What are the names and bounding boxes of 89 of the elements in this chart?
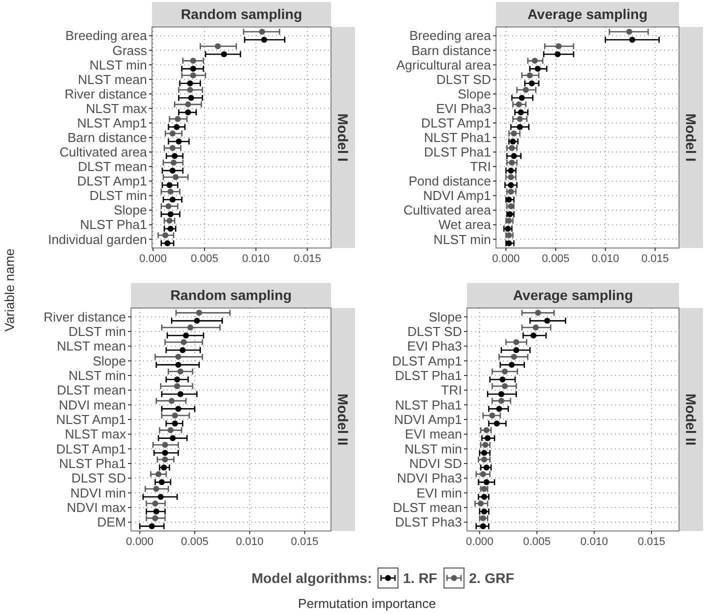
legend-label: 2. GRF bbox=[469, 570, 515, 586]
y-tick-label: DEM bbox=[97, 514, 126, 530]
y-tick-label: NLST Pha1 bbox=[395, 397, 462, 412]
y-tick-label: DLST SD bbox=[407, 324, 462, 339]
y-tick-label: Slope bbox=[458, 86, 491, 102]
y-tick-label: Breeding area bbox=[409, 28, 492, 44]
y-tick-label: NLST min bbox=[433, 232, 491, 247]
y-tick-label: NLST Pha1 bbox=[424, 130, 491, 145]
x-tick-label: 0.015 bbox=[638, 536, 666, 548]
y-tick-label: NDVI Amp1 bbox=[394, 412, 462, 427]
y-tick-label: NLST max bbox=[86, 100, 148, 116]
y-tick-label: DLST Amp1 bbox=[77, 174, 147, 189]
y-tick-label: Agricultural area bbox=[396, 57, 492, 72]
y-tick-label: Wet area bbox=[438, 217, 492, 232]
y-tick-label: Pond distance bbox=[408, 174, 491, 189]
y-tick-label: Barn distance bbox=[412, 42, 491, 58]
y-tick-label: DLST mean bbox=[392, 500, 462, 516]
x-tick-label: 0.005 bbox=[542, 253, 570, 265]
y-axis-title: Variable name bbox=[2, 248, 17, 332]
chart-title: Average sampling bbox=[527, 6, 648, 22]
x-tick-label: 0.005 bbox=[180, 536, 208, 548]
y-tick-label: Breeding area bbox=[65, 28, 148, 44]
y-tick-label: DLST mean bbox=[56, 382, 126, 398]
y-tick-label: Individual garden bbox=[48, 232, 147, 247]
x-tick-label: 0.010 bbox=[580, 536, 608, 548]
y-tick-label: Slope bbox=[92, 353, 126, 368]
y-tick-label: EVI Pha3 bbox=[407, 338, 462, 354]
y-tick-label: NLST mean bbox=[56, 338, 126, 354]
x-tick-label: 0.010 bbox=[242, 253, 270, 265]
y-tick-label: NLST min bbox=[68, 368, 126, 383]
x-tick-label: 0.000 bbox=[492, 253, 520, 265]
y-tick-label: NLST Pha1 bbox=[80, 217, 147, 232]
y-tick-label: NDVI Pha3 bbox=[396, 470, 462, 486]
x-tick-label: 0.010 bbox=[236, 536, 264, 548]
chart-title: Random sampling bbox=[170, 287, 292, 303]
text: Model II bbox=[683, 393, 699, 446]
y-tick-label: DLST Pha3 bbox=[395, 514, 462, 530]
y-tick-label: DLST Amp1 bbox=[392, 353, 462, 368]
y-tick-label: Slope bbox=[428, 309, 462, 324]
y-tick-label: DLST min bbox=[68, 324, 126, 339]
y-tick-label: DLST SD bbox=[71, 470, 126, 486]
y-tick-label: NDVI Amp1 bbox=[423, 188, 491, 204]
y-tick-label: Grass bbox=[112, 42, 148, 58]
y-tick-label: DLST Amp1 bbox=[421, 115, 491, 130]
y-tick-label: NDVI mean bbox=[58, 397, 126, 412]
y-tick-label: NDVI min bbox=[70, 485, 126, 500]
chart-title: Average sampling bbox=[512, 287, 634, 303]
x-tick-label: 0.000 bbox=[126, 536, 154, 548]
y-tick-label: Slope bbox=[114, 202, 147, 218]
y-tick-label: DLST min bbox=[89, 188, 147, 204]
text: Model I bbox=[335, 113, 351, 162]
y-tick-label: DLST Amp1 bbox=[56, 441, 126, 456]
y-tick-label: River distance bbox=[64, 86, 147, 102]
chart-title: Random sampling bbox=[180, 6, 302, 22]
y-tick-label: NLST mean bbox=[78, 72, 147, 87]
y-tick-label: NLST Amp1 bbox=[77, 115, 147, 130]
y-tick-label: Cultivated area bbox=[60, 144, 148, 160]
y-tick-label: EVI Pha3 bbox=[436, 100, 491, 116]
y-tick-label: TRI bbox=[441, 382, 462, 398]
x-tick-label: 0.000 bbox=[466, 536, 494, 548]
y-tick-label: NLST min bbox=[404, 441, 462, 456]
x-tick-label: 0.010 bbox=[592, 253, 620, 265]
y-tick-label: EVI mean bbox=[404, 426, 462, 442]
text: Model II bbox=[335, 393, 351, 446]
y-tick-label: DLST mean bbox=[78, 159, 147, 174]
y-tick-label: NDVI SD bbox=[409, 456, 462, 472]
y-tick-label: River distance bbox=[44, 309, 126, 324]
y-tick-label: NLST Pha1 bbox=[59, 456, 126, 472]
y-tick-label: EVI min bbox=[416, 485, 462, 500]
x-tick-label: 0.005 bbox=[190, 253, 218, 265]
x-axis-title: Permutation importance bbox=[298, 596, 436, 611]
y-tick-label: DLST Pha1 bbox=[395, 368, 462, 383]
y-tick-label: Cultivated area bbox=[404, 202, 492, 218]
legend-label: 1. RF bbox=[403, 570, 438, 586]
y-tick-label: TRI bbox=[470, 159, 491, 174]
y-tick-label: DLST SD bbox=[436, 72, 491, 87]
legend-title: Model algorithms: bbox=[251, 570, 372, 586]
x-tick-label: 0.015 bbox=[294, 253, 322, 265]
y-tick-label: NLST max bbox=[64, 426, 126, 442]
x-tick-label: 0.015 bbox=[641, 253, 669, 265]
x-tick-label: 0.000 bbox=[139, 253, 167, 265]
y-tick-label: DLST Pha1 bbox=[424, 144, 491, 160]
x-tick-label: 0.015 bbox=[290, 536, 318, 548]
y-tick-label: NLST Amp1 bbox=[56, 412, 126, 427]
y-tick-label: NLST min bbox=[89, 57, 147, 72]
text: Model I bbox=[683, 113, 699, 162]
x-tick-label: 0.005 bbox=[523, 536, 551, 548]
y-tick-label: NDVI max bbox=[66, 500, 126, 516]
y-tick-label: Barn distance bbox=[68, 130, 147, 145]
